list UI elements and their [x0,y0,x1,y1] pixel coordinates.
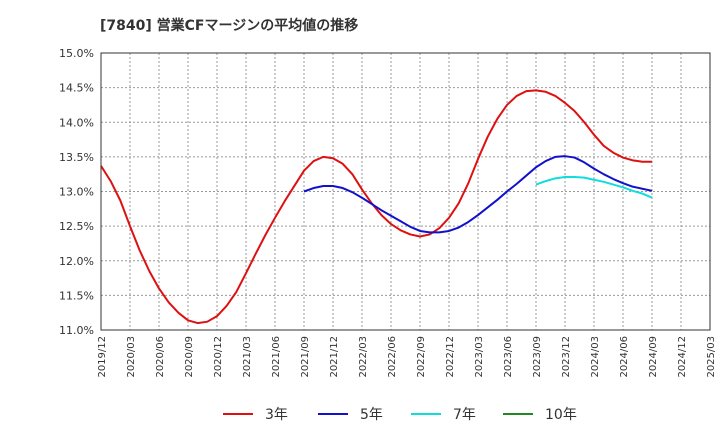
x-tick-label: 2021/09 [300,336,311,378]
x-tick-label: 2020/06 [155,336,166,378]
x-tick-label: 2020/12 [213,336,224,378]
x-axis: 2019/12 2020/03 2020/06 2020/09 2020/12 2021/… [97,336,717,378]
series-line [303,155,653,234]
legend-label: 3年 [265,407,288,423]
x-tick-label: 2022/09 [416,336,427,378]
y-tick-label: 14.0% [59,116,94,129]
y-tick-label: 14.5% [59,82,94,95]
x-tick-label: 2023/06 [503,336,514,378]
legend: 3年 5年 7年 10年 [223,407,577,423]
x-tick-label: 2023/03 [474,336,485,378]
x-tick-label: 2024/03 [590,336,601,378]
y-tick-label: 11.5% [59,289,94,302]
grid [101,53,710,330]
y-tick-label: 12.0% [59,255,94,268]
x-tick-label: 2023/09 [532,336,543,378]
y-tick-label: 13.5% [59,151,94,164]
x-tick-label: 2020/09 [184,336,195,378]
x-tick-label: 2021/06 [271,336,282,378]
x-tick-label: 2022/03 [358,336,369,378]
series-group [100,89,653,325]
x-tick-label: 2019/12 [97,336,108,378]
x-tick-label: 2022/12 [445,336,456,378]
chart-title: [7840] 営業CFマージンの平均値の推移 [100,17,358,34]
y-tick-label: 11.0% [59,324,94,337]
legend-label: 5年 [360,407,383,423]
x-tick-label: 2023/12 [561,336,572,378]
y-tick-label: 13.0% [59,186,94,199]
legend-label: 10年 [545,407,577,423]
y-tick-label: 15.0% [59,47,94,60]
plot-frame [100,52,711,331]
x-tick-label: 2024/12 [677,336,688,378]
series-line [100,89,652,325]
x-tick-label: 2020/03 [126,336,137,378]
x-tick-label: 2021/03 [242,336,253,378]
x-tick-label: 2024/06 [619,336,630,378]
x-tick-label: 2022/06 [387,336,398,378]
x-tick-label: 2024/09 [648,336,659,378]
y-tick-label: 12.5% [59,220,94,233]
x-tick-label: 2025/03 [706,336,717,378]
series-line [535,175,653,199]
legend-label: 7年 [453,407,476,423]
x-tick-label: 2021/12 [329,336,340,378]
y-axis: 11.0% 11.5% 12.0% 12.5% 13.0% 13.5% 14.0% 14.5%… [59,47,94,337]
